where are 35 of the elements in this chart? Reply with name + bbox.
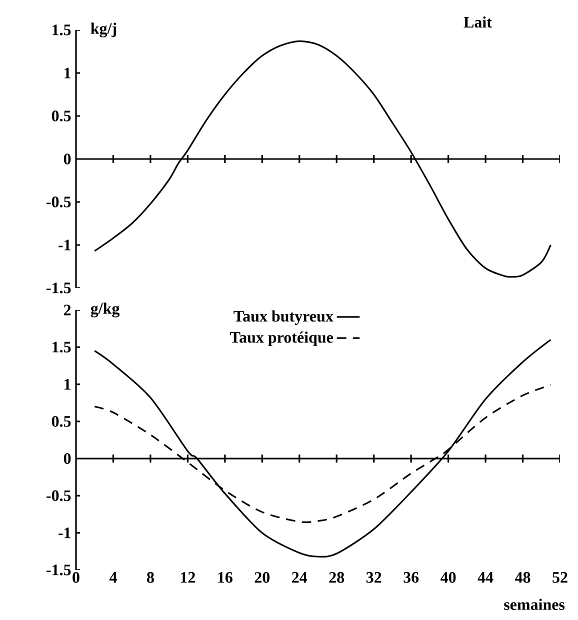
y-tick-label: -1 <box>58 240 70 250</box>
y-tick-label: 0 <box>64 154 71 164</box>
x-tick-label: 44 <box>478 572 494 583</box>
y-tick-label: 1.5 <box>52 342 71 353</box>
y-tick-label: 1 <box>64 379 70 390</box>
x-tick-label: 0 <box>72 572 80 583</box>
legend-label: Taux protéique <box>230 331 334 346</box>
y-axis-title: g/kg <box>90 302 120 318</box>
x-tick-label: 48 <box>514 572 530 583</box>
y-tick-label: 0.5 <box>52 416 71 427</box>
y-tick-label: -0.5 <box>46 490 71 502</box>
x-tick-label: 16 <box>218 572 232 583</box>
y-tick-label: -1.5 <box>46 564 71 576</box>
y-tick-label: -1.5 <box>46 282 71 294</box>
y-tick-label: 0 <box>64 453 71 464</box>
x-tick-label: 24 <box>292 572 308 583</box>
x-tick-label: 36 <box>404 572 419 583</box>
y-axis-title: kg/j <box>90 22 116 38</box>
y-tick-label: -1 <box>58 528 70 538</box>
y-tick-label: 1 <box>64 68 70 78</box>
x-tick-label: 12 <box>180 572 196 583</box>
x-tick-label: 20 <box>254 572 270 583</box>
x-tick-label: 28 <box>329 572 344 583</box>
legend-label: Taux butyreux <box>234 310 334 325</box>
x-tick-label: 32 <box>366 572 382 583</box>
x-tick-label: 4 <box>109 572 117 583</box>
x-axis-title: semaines <box>504 598 565 610</box>
chart-title: Lait <box>464 16 492 28</box>
x-tick-label: 52 <box>552 572 568 583</box>
y-tick-label: 0.5 <box>52 110 71 122</box>
x-tick-label: 8 <box>146 572 154 583</box>
y-tick-label: 2 <box>64 304 71 316</box>
y-tick-label: -0.5 <box>46 196 71 208</box>
x-tick-label: 40 <box>440 572 456 583</box>
y-tick-label: 1.5 <box>52 24 71 36</box>
